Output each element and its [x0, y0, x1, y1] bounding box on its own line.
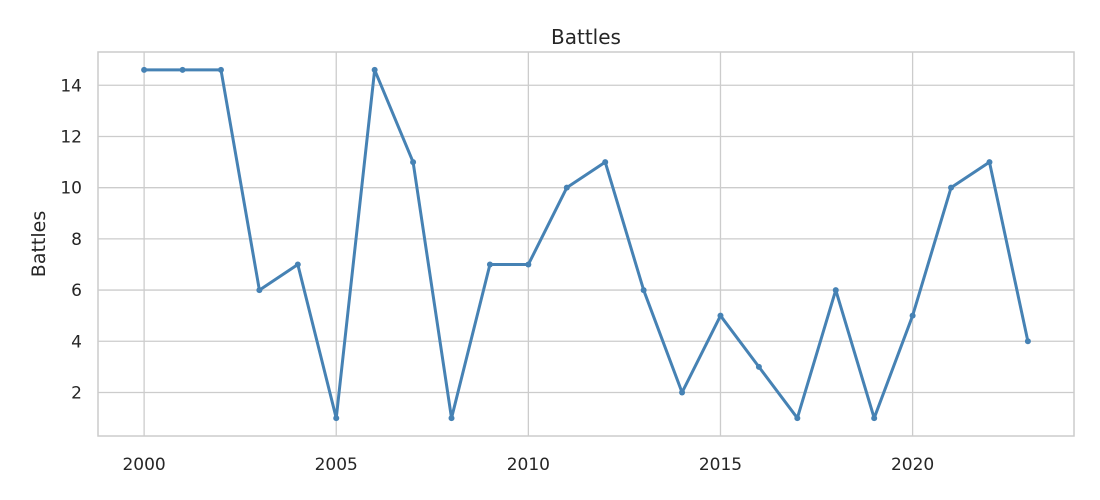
- data-point: [986, 159, 993, 166]
- data-point: [333, 415, 340, 422]
- data-point: [832, 287, 839, 294]
- series-battles: [141, 66, 1031, 422]
- data-point: [410, 159, 417, 166]
- y-tick-label: 10: [60, 179, 82, 199]
- x-tick-label: 2010: [507, 455, 550, 475]
- tick-labels: 2000 2005 2010 2015 2020 2 4 6 8 10 12 14: [60, 76, 934, 475]
- plot-frame: [97, 51, 1075, 437]
- y-tick-label: 6: [71, 281, 82, 301]
- data-point: [871, 415, 878, 422]
- data-point: [948, 184, 955, 191]
- data-point: [679, 389, 686, 396]
- data-point: [371, 66, 378, 73]
- y-axis-label: Battles: [28, 211, 50, 277]
- data-point: [217, 66, 224, 73]
- data-point: [448, 415, 455, 422]
- data-point: [294, 261, 301, 268]
- y-tick-label: 4: [71, 332, 82, 352]
- data-point: [179, 66, 186, 73]
- data-point: [486, 261, 493, 268]
- data-point: [640, 287, 647, 294]
- series-line: [142, 68, 1030, 420]
- data-point: [1024, 338, 1031, 345]
- y-tick-label: 12: [60, 127, 82, 147]
- data-point: [602, 159, 609, 166]
- data-point: [794, 415, 801, 422]
- y-tick-label: 2: [71, 383, 82, 403]
- y-tick-label: 14: [60, 76, 82, 96]
- x-tick-label: 2015: [699, 455, 742, 475]
- data-point: [563, 184, 570, 191]
- data-point: [141, 66, 148, 73]
- data-point: [755, 363, 762, 370]
- x-tick-label: 2005: [315, 455, 358, 475]
- x-tick-label: 2000: [122, 455, 165, 475]
- chart-title: Battles: [551, 25, 621, 49]
- data-point: [525, 261, 532, 268]
- data-point: [256, 287, 263, 294]
- y-tick-label: 8: [71, 230, 82, 250]
- data-point: [717, 312, 724, 319]
- x-tick-label: 2020: [891, 455, 934, 475]
- gridlines: [98, 52, 1074, 436]
- data-point: [909, 312, 916, 319]
